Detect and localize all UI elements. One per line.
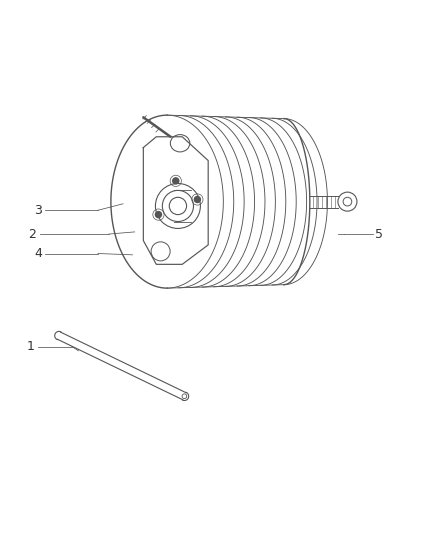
- Text: 1: 1: [27, 340, 35, 353]
- Circle shape: [155, 212, 162, 217]
- Circle shape: [173, 178, 179, 184]
- Text: 2: 2: [28, 228, 36, 240]
- Text: 5: 5: [375, 228, 383, 240]
- Text: 4: 4: [34, 247, 42, 260]
- Circle shape: [194, 197, 201, 203]
- Text: 3: 3: [34, 204, 42, 217]
